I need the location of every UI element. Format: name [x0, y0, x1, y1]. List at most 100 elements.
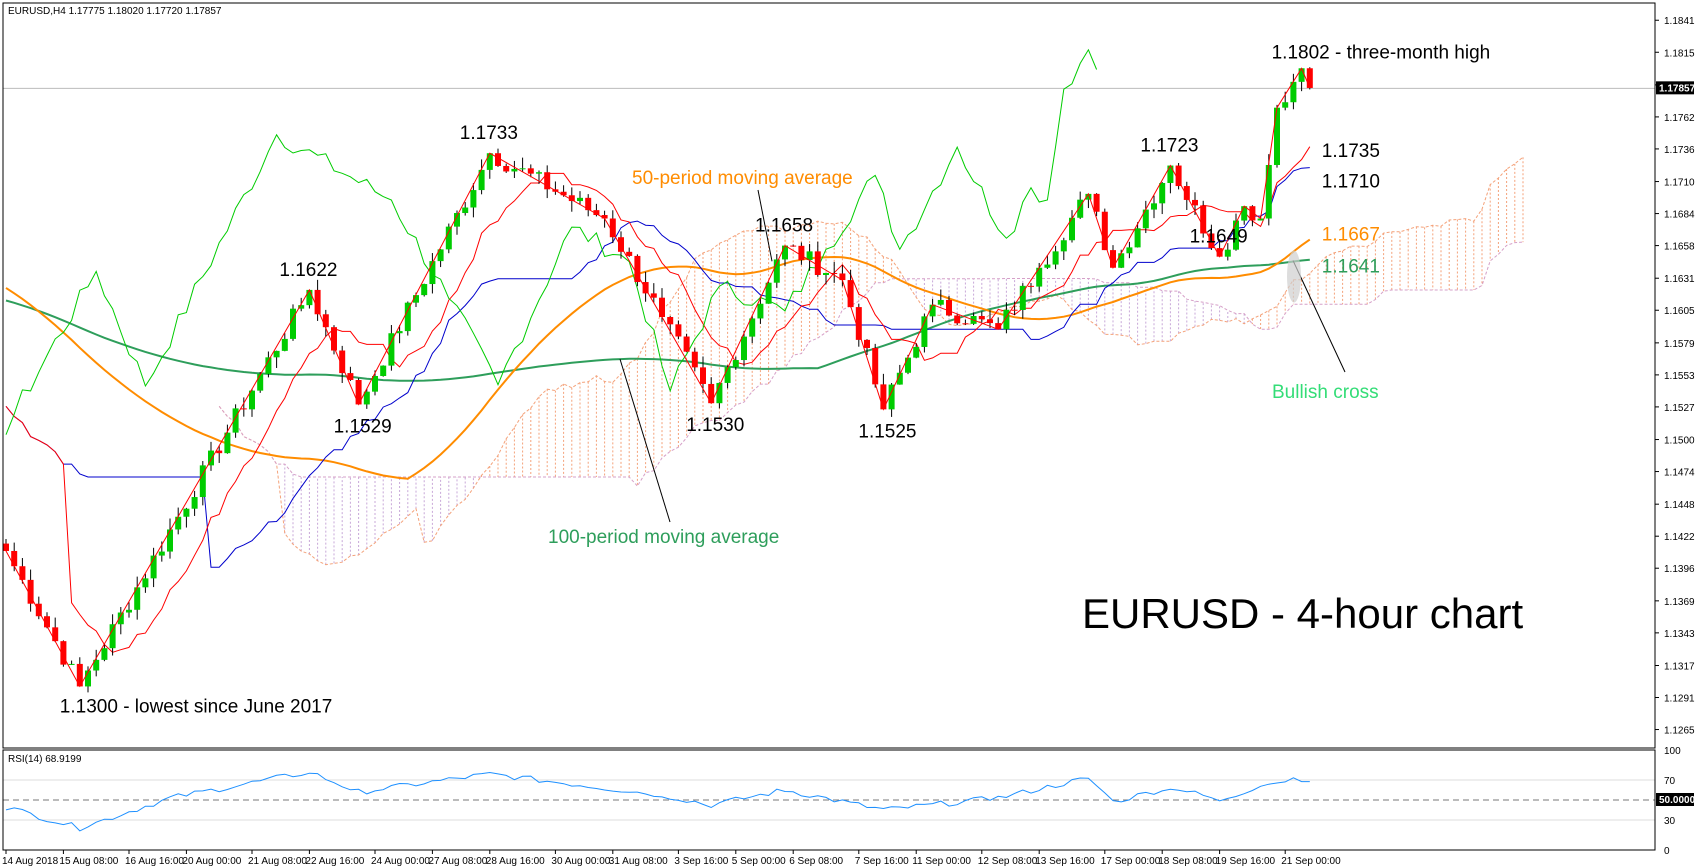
bullish-cross-marker	[1287, 250, 1301, 303]
candle-body	[601, 215, 608, 219]
candle-body	[93, 659, 100, 671]
candle-body	[773, 259, 780, 283]
candle-body	[495, 153, 501, 166]
candle-body	[52, 627, 59, 642]
candle-body	[216, 450, 223, 454]
candle-body	[1126, 247, 1133, 254]
zigzag-lines	[5, 67, 1311, 688]
price-tick-label: 1.13170	[1664, 661, 1695, 672]
candle-body	[503, 165, 510, 172]
candle-body	[3, 543, 9, 551]
candle-body	[847, 280, 854, 308]
candle-body	[257, 373, 264, 391]
candle-body	[44, 616, 50, 628]
candle-body	[249, 390, 255, 410]
time-tick-label: 28 Aug 16:00	[486, 856, 545, 867]
candle-body	[380, 365, 387, 376]
candle-body	[667, 317, 674, 325]
rsi-tick-label: 100	[1664, 746, 1681, 757]
annotation-label: 1.1300 - lowest since June 2017	[60, 696, 333, 717]
candle-body	[634, 255, 641, 283]
symbol-header: EURUSD,H4 1.17775 1.18020 1.17720 1.1785…	[8, 6, 222, 17]
candle-body	[978, 316, 985, 320]
bullish-cross-label: Bullish cross	[1272, 382, 1379, 403]
candle-body	[421, 284, 428, 296]
price-tick-label: 1.18410	[1664, 16, 1695, 27]
bullish-cross-label-pointer	[1292, 260, 1346, 373]
candle-body	[1110, 250, 1116, 268]
candle-body	[224, 432, 231, 454]
price-tick-label: 1.14745	[1664, 468, 1695, 479]
time-tick-label: 21 Sep 00:00	[1281, 856, 1341, 867]
candle-body	[577, 197, 583, 202]
price-tick-label: 1.17625	[1664, 113, 1695, 124]
candle-body	[527, 168, 534, 174]
annotation-label: 1.1735	[1322, 141, 1380, 162]
time-tick-label: 31 Aug 08:00	[609, 856, 668, 867]
ma50-label-pointer	[757, 189, 773, 262]
candle-body	[1093, 193, 1100, 212]
rsi-level-tag: 50.0000	[1656, 793, 1695, 806]
candle-body	[290, 308, 296, 339]
candle-body	[478, 169, 485, 191]
candle-body	[683, 336, 690, 352]
ma50-label: 50-period moving average	[632, 168, 853, 189]
candle-body	[306, 289, 313, 306]
price-tick-label: 1.13435	[1664, 629, 1695, 640]
candle-body	[782, 245, 788, 260]
candle-body	[372, 375, 378, 392]
candle-body	[1118, 253, 1125, 268]
candle-body	[921, 316, 928, 347]
annotation-label: 1.1641	[1322, 257, 1380, 278]
candle-body	[281, 338, 288, 351]
candle-body	[1224, 249, 1231, 257]
candle-body	[855, 307, 862, 340]
candle-body	[1200, 205, 1207, 234]
candle-body	[732, 360, 739, 368]
price-tick-label: 1.15005	[1664, 436, 1695, 447]
candle-body	[208, 450, 214, 466]
candle-body	[905, 357, 911, 373]
candle-body	[396, 331, 403, 334]
candle-body	[101, 648, 108, 660]
candle-body	[568, 195, 575, 202]
candle-body	[150, 555, 157, 579]
candle-body	[322, 314, 329, 328]
price-tick-label: 1.13695	[1664, 597, 1695, 608]
candle-body	[1159, 182, 1166, 204]
chart-title: EURUSD - 4-hour chart	[1082, 590, 1523, 637]
price-tick-label: 1.14480	[1664, 500, 1695, 511]
candle-body	[232, 408, 239, 433]
time-tick-label: 18 Sep 08:00	[1158, 856, 1218, 867]
time-tick-label: 3 Sep 16:00	[674, 856, 728, 867]
candle-body	[913, 346, 920, 358]
rsi-panel	[3, 771, 1655, 832]
candle-body	[27, 579, 34, 604]
candle-body	[331, 327, 337, 351]
candle-body	[1019, 285, 1026, 311]
candle-body	[158, 551, 165, 556]
candle-body	[142, 578, 149, 588]
time-tick-label: 6 Sep 08:00	[789, 856, 843, 867]
candle-body	[134, 587, 141, 610]
candle-body	[593, 210, 600, 216]
candle-body	[1282, 102, 1289, 108]
price-tick-label: 1.12910	[1664, 694, 1695, 705]
time-tick-label: 11 Sep 00:00	[912, 856, 971, 867]
candle-body	[191, 497, 198, 509]
candle-body	[273, 350, 280, 358]
candles	[3, 67, 1313, 693]
annotation-label: 1.1622	[279, 260, 337, 281]
time-tick-label: 15 Aug 08:00	[59, 856, 118, 867]
candle-body	[691, 351, 698, 368]
ma100-line	[5, 258, 1310, 382]
candle-body	[1233, 220, 1239, 250]
candle-body	[1142, 209, 1149, 229]
candle-body	[716, 382, 723, 404]
candle-body	[19, 566, 26, 580]
candle-body	[1134, 228, 1141, 248]
kijun-line	[5, 167, 1310, 568]
time-tick-label: 14 Aug 2018	[2, 856, 59, 867]
candle-body	[109, 624, 116, 649]
candle-body	[1069, 217, 1075, 241]
